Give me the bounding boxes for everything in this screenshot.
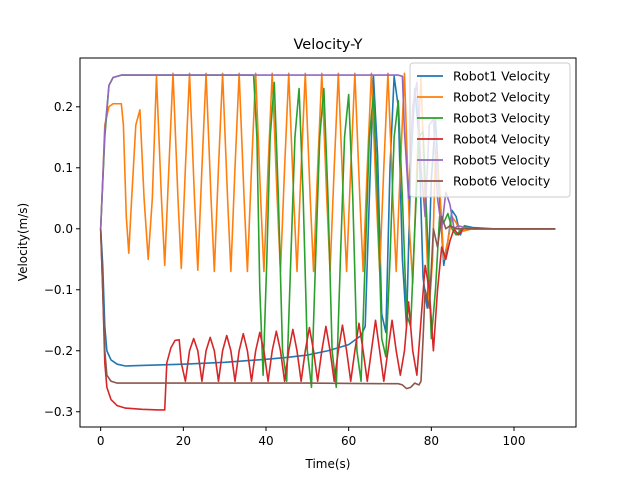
series-line-robot6 (99, 215, 556, 390)
chart-title: Velocity-Y (294, 37, 363, 53)
y-tick-label: −0.3 (44, 405, 73, 419)
legend-box (409, 62, 571, 198)
y-tick-label: 0.0 (54, 222, 73, 236)
x-tick-label: 20 (176, 434, 191, 448)
x-axis-label: Time(s) (305, 457, 351, 471)
legend-entry-label: Robot1 Velocity (453, 69, 551, 84)
y-axis-ticks: −0.3 −0.2 −0.1 0.0 0.1 0.2 (44, 100, 80, 419)
x-tick-label: 80 (424, 434, 439, 448)
series-line-robot4 (99, 226, 556, 411)
series-line-robot2 (99, 72, 556, 309)
plot-area (99, 72, 556, 411)
series-line-robot3 (99, 74, 556, 389)
axes-frame (79, 57, 577, 428)
x-tick-label: 40 (258, 434, 273, 448)
x-tick-label: 0 (97, 434, 105, 448)
y-tick-label: −0.2 (44, 344, 73, 358)
legend-entry-label: Robot3 Velocity (453, 111, 551, 126)
legend: Robot1 Velocity Robot2 Velocity Robot3 Vel… (409, 62, 571, 198)
x-tick-label: 60 (341, 434, 356, 448)
legend-entry-label: Robot5 Velocity (453, 153, 551, 168)
legend-entry-label: Robot6 Velocity (453, 174, 551, 189)
legend-entry-label: Robot4 Velocity (453, 132, 551, 147)
x-axis-ticks: 0 20 40 60 80 100 (97, 427, 526, 448)
y-tick-label: 0.1 (54, 161, 73, 175)
x-tick-label: 100 (503, 434, 526, 448)
y-tick-label: −0.1 (44, 283, 73, 297)
y-tick-label: 0.2 (54, 100, 73, 114)
legend-entry-label: Robot2 Velocity (453, 90, 551, 105)
y-axis-label: Velocity(m/s) (16, 203, 30, 281)
